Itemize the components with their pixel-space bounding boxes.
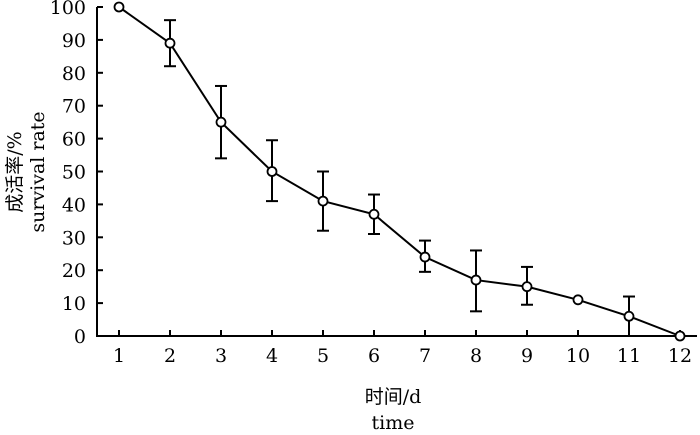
y-axis-title-cn: 成活率/%: [4, 131, 26, 212]
data-point: [164, 37, 176, 49]
y-tick-label: 100: [50, 0, 86, 19]
x-tick-label: 7: [419, 345, 431, 367]
data-point: [317, 195, 329, 207]
x-tick-label: 1: [113, 345, 125, 367]
y-tick-label: 10: [62, 293, 86, 315]
y-tick-label: 70: [62, 96, 86, 118]
data-point: [368, 208, 380, 220]
series-line: [118, 6, 681, 337]
y-tick-label: 90: [62, 30, 86, 52]
x-tick-label: 11: [617, 345, 641, 367]
data-points: [113, 1, 686, 342]
y-axis-title-en: survival rate: [27, 111, 49, 232]
x-tick-label: 3: [215, 345, 227, 367]
data-point: [419, 251, 431, 263]
x-axis-title-en: time: [372, 412, 415, 434]
x-axis-ticks: 1 2 3 4 5 6 7 8 9 10 11 12: [113, 330, 692, 367]
data-point: [215, 116, 227, 128]
data-point: [521, 281, 533, 293]
y-tick-label: 0: [74, 326, 86, 348]
y-tick-label: 60: [62, 129, 86, 151]
y-tick-label: 30: [62, 227, 86, 249]
x-tick-label: 12: [668, 345, 692, 367]
data-point: [623, 310, 635, 322]
y-tick-label: 80: [62, 63, 86, 85]
axes: [96, 7, 697, 337]
error-bars: [164, 19, 635, 337]
y-tick-label: 40: [62, 194, 86, 216]
data-point: [470, 274, 482, 286]
x-tick-label: 5: [317, 345, 329, 367]
data-point: [674, 330, 686, 342]
data-point: [266, 166, 278, 177]
x-tick-label: 2: [164, 345, 176, 367]
x-tick-label: 8: [470, 345, 482, 367]
x-tick-label: 10: [566, 345, 590, 367]
x-axis-title-cn: 时间/d: [365, 386, 422, 408]
y-tick-label: 50: [62, 162, 86, 184]
x-tick-label: 4: [266, 345, 278, 367]
data-point: [113, 1, 125, 13]
x-tick-label: 6: [368, 345, 380, 367]
data-point: [572, 294, 584, 306]
x-tick-label: 9: [521, 345, 533, 367]
y-tick-label: 20: [62, 260, 86, 282]
y-axis-ticks: 0 10 20 30 40 50 60 70 80 90 100: [50, 0, 103, 348]
